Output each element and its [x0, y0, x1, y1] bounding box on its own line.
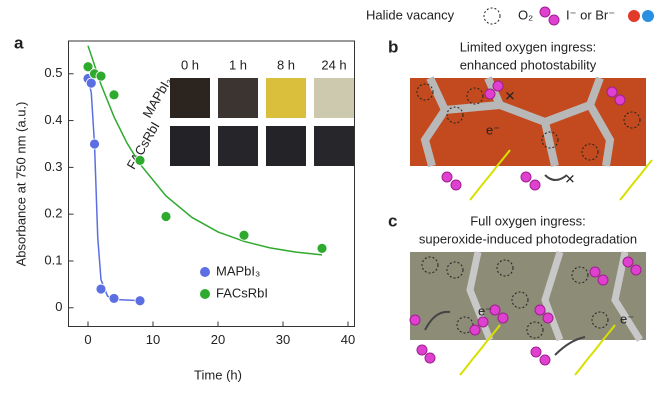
- block-mark: ✕: [505, 88, 516, 103]
- vacancies: [421, 256, 609, 339]
- y-tick-label: 0.1: [44, 252, 62, 267]
- y-tick-label: 0.3: [44, 159, 62, 174]
- oxygen-icon: [539, 6, 551, 18]
- fit-curve: [87, 45, 323, 256]
- electron: e⁻: [486, 122, 500, 137]
- legend-label: MAPbI₃: [216, 263, 260, 278]
- y-axis-label: Absorbance at 750 nm (a.u.): [13, 102, 28, 267]
- photo: [218, 78, 258, 118]
- grain-boundary: [420, 76, 615, 168]
- data-point: [89, 138, 100, 150]
- legend-halide: I⁻ or Br⁻: [566, 7, 615, 22]
- light: [469, 149, 511, 201]
- data-point: [134, 154, 146, 166]
- y-tick-label: 0.5: [44, 65, 62, 80]
- data-point: [82, 61, 94, 73]
- x-tick-label: 40: [341, 332, 355, 347]
- panel-title: superoxide-induced photodegradation: [419, 231, 637, 246]
- iodide-icon: [628, 10, 640, 22]
- legend-oxygen: O₂: [518, 7, 533, 22]
- photo-time: 24 h: [321, 57, 346, 72]
- x-tick-label: 10: [146, 332, 160, 347]
- fit-curve: [87, 78, 141, 302]
- legend-label: FACsRbI: [216, 285, 268, 300]
- data-point: [316, 242, 328, 254]
- data-point: [134, 295, 146, 307]
- x-tick-label: 30: [276, 332, 290, 347]
- y-tick-label: 0.2: [44, 206, 62, 221]
- vacancies: [416, 83, 641, 161]
- panel-label: a: [14, 33, 24, 52]
- data-point: [108, 89, 120, 101]
- light: [619, 159, 653, 201]
- panel-label: c: [388, 211, 397, 230]
- data-point: [85, 77, 97, 89]
- oxygen-molecules: [409, 256, 642, 366]
- bromide-icon: [642, 10, 654, 22]
- photo: [218, 126, 258, 166]
- x-tick-label: 20: [211, 332, 225, 347]
- y-tick-label: 0: [55, 299, 62, 314]
- photo: [266, 78, 306, 118]
- legend-vacancy: Halide vacancy: [366, 7, 455, 22]
- y-tick-label: 0.4: [44, 112, 62, 127]
- photo-time: 1 h: [229, 57, 247, 72]
- photo: [170, 126, 210, 166]
- data-point: [95, 70, 107, 82]
- vacancy-icon: [483, 7, 501, 25]
- photo: [170, 78, 210, 118]
- oxygen-icon: [548, 14, 560, 26]
- legend-marker: [200, 289, 210, 299]
- data-point: [108, 293, 120, 304]
- photo-row-label: MAPbI₃: [140, 75, 175, 121]
- photo-time: 0 h: [181, 57, 199, 72]
- x-axis-label: Time (h): [194, 367, 242, 382]
- x-tick-label: 0: [84, 332, 91, 347]
- photo: [266, 126, 306, 166]
- data-point: [238, 229, 250, 241]
- legend-marker: [200, 267, 210, 277]
- arrow: [424, 310, 586, 356]
- electron: e⁻: [620, 311, 634, 326]
- photo: [314, 78, 354, 118]
- light: [459, 324, 501, 376]
- photo: [314, 126, 354, 166]
- block-mark: ✕: [565, 171, 576, 186]
- panel-title: enhanced photostability: [460, 57, 597, 72]
- panel-title: Limited oxygen ingress:: [460, 39, 597, 54]
- arrow: [544, 174, 568, 181]
- data-point: [160, 211, 172, 222]
- light: [574, 324, 616, 376]
- panel-title: Full oxygen ingress:: [470, 213, 586, 228]
- data-point: [95, 283, 107, 295]
- photo-time: 8 h: [277, 57, 295, 72]
- plot-frame: [68, 40, 355, 327]
- oxygen-molecules: [441, 80, 626, 191]
- panel-label: b: [388, 37, 398, 56]
- electron: e⁻: [478, 303, 492, 318]
